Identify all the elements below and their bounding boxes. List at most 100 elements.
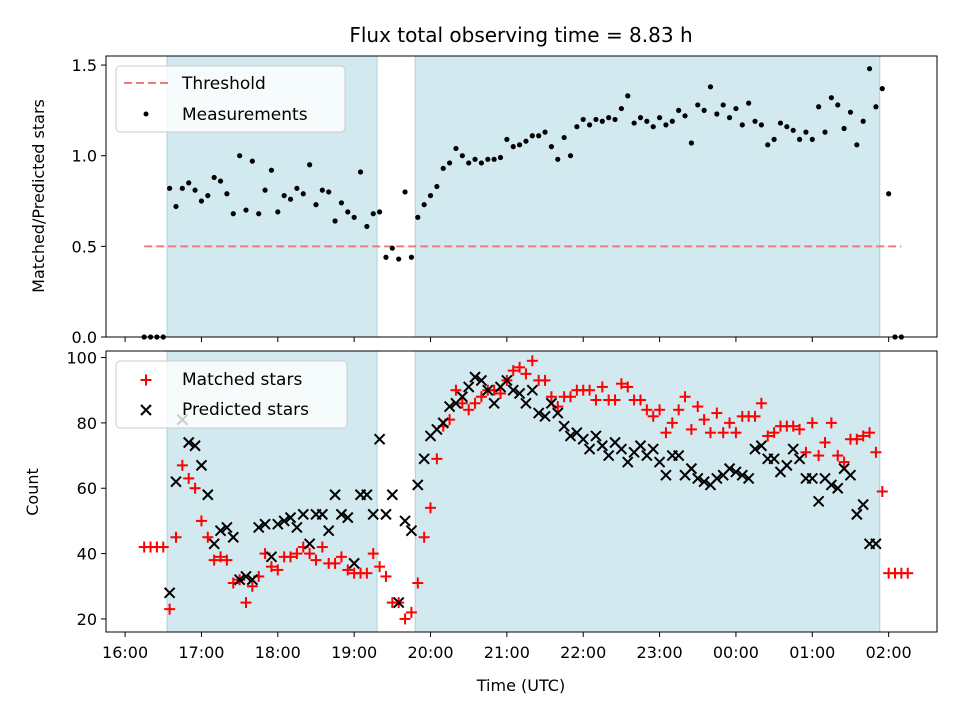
matched-star-point	[711, 407, 723, 419]
matched-star-point	[189, 482, 201, 494]
measurement-point	[377, 209, 383, 215]
matched-star-point	[755, 397, 767, 409]
matched-star-point	[304, 548, 316, 560]
predicted-star-point	[832, 482, 844, 494]
measurement-point	[726, 115, 733, 121]
matched-star-point	[170, 531, 182, 543]
matched-star-point	[335, 551, 347, 563]
measurement-point	[167, 185, 173, 191]
measurement-point	[574, 124, 580, 130]
matched-star-point	[768, 427, 780, 439]
predicted-star-point	[462, 381, 475, 393]
matched-star-point	[285, 551, 297, 563]
measurement-point	[186, 180, 192, 186]
predicted-star-point	[246, 574, 259, 586]
predicted-star-point	[329, 489, 341, 501]
predicted-star-point	[692, 472, 704, 485]
matched-star-point	[564, 391, 576, 403]
panel-top: 0.0 0.5 1.0 1.5 Matched/Predicted stars Thr…	[29, 55, 938, 347]
measurement-point	[733, 105, 739, 112]
matched-star-point	[787, 420, 799, 432]
predicted-star-point	[730, 466, 742, 478]
predicted-star-point	[265, 551, 278, 563]
predicted-star-point	[685, 462, 698, 475]
matched-star-point	[615, 378, 627, 390]
measurement-point	[307, 162, 313, 168]
matched-star-point	[367, 548, 379, 560]
matched-star-point	[641, 404, 653, 416]
matched-star-point	[463, 404, 475, 416]
matched-star-point	[164, 603, 176, 615]
predicted-star-point	[583, 443, 596, 455]
matched-star-point	[749, 410, 761, 422]
measurement-point	[300, 191, 306, 197]
matched-star-point	[342, 564, 354, 576]
predicted-star-point	[539, 410, 551, 423]
measurement-point	[243, 207, 249, 213]
measurement-point	[758, 122, 764, 128]
predicted-star-point	[392, 596, 405, 609]
predicted-star-point	[272, 518, 284, 530]
top-series	[141, 66, 904, 340]
measurement-point	[281, 192, 287, 199]
matched-star-point	[730, 427, 742, 439]
measurement-point	[237, 153, 243, 159]
measurement-point	[695, 102, 701, 108]
predicted-star-point	[482, 384, 494, 396]
matched-star-point	[240, 597, 252, 609]
x-tick-label: 19:00	[331, 643, 377, 662]
predicted-star-point	[844, 469, 857, 481]
matched-star-point	[819, 436, 831, 448]
matched-star-point	[800, 446, 812, 458]
predicted-star-point	[240, 570, 252, 583]
measurement-point	[485, 156, 491, 162]
matched-star-point	[507, 365, 519, 377]
measurement-point	[319, 187, 325, 193]
matched-star-point	[584, 384, 596, 396]
measurement-point	[230, 211, 236, 217]
matched-star-point	[208, 554, 220, 566]
measurement-point	[561, 134, 567, 141]
measurement-point	[625, 93, 631, 99]
legend-predicted-marker	[140, 404, 152, 416]
matched-star-point	[475, 391, 487, 403]
measurement-point	[720, 102, 726, 108]
predicted-star-point	[742, 472, 755, 485]
matched-star-point	[246, 580, 258, 592]
measurement-point	[676, 107, 682, 113]
predicted-star-point	[806, 472, 818, 485]
matched-star-point	[698, 414, 710, 426]
matched-star-point	[495, 387, 507, 399]
predicted-star-point	[634, 440, 647, 452]
measurement-point	[593, 116, 599, 123]
measurement-point	[523, 138, 529, 144]
observing-window-band	[415, 351, 880, 632]
matched-star-point	[520, 368, 532, 380]
measurement-point	[338, 200, 345, 206]
matched-star-point	[590, 394, 602, 406]
measurement-point	[408, 254, 415, 260]
predicted-star-point	[342, 511, 354, 524]
x-tick-label: 01:00	[789, 643, 835, 662]
x-tick-label: 00:00	[713, 643, 759, 662]
measurement-point	[478, 160, 485, 166]
predicted-star-point	[590, 430, 602, 442]
predicted-star-point	[698, 475, 710, 488]
bottom-legend-box	[115, 360, 348, 429]
measurement-point	[504, 136, 510, 142]
predicted-star-point	[552, 407, 564, 419]
predicted-star-point	[488, 397, 500, 409]
predicted-star-point	[469, 371, 481, 383]
matched-star-point	[647, 410, 659, 422]
measurement-point	[427, 192, 434, 199]
bottom-legend: Matched stars Predicted stars	[115, 360, 348, 429]
measurement-point	[606, 115, 612, 121]
legend-matched-marker	[140, 374, 152, 386]
matched-star-point	[202, 531, 214, 543]
x-tick-label: 02:00	[866, 643, 912, 662]
predicted-star-point	[227, 531, 239, 543]
matched-star-point	[361, 567, 373, 579]
predicted-star-point	[723, 462, 736, 475]
predicted-star-point	[221, 521, 233, 534]
measurement-point	[364, 223, 370, 230]
